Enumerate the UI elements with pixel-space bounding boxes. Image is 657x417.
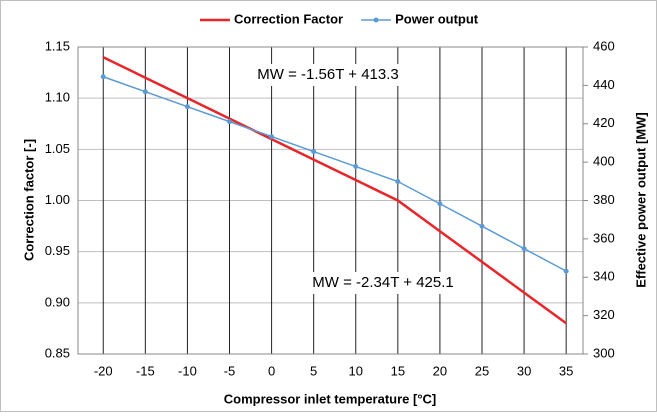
x-tick-label: 30 — [517, 363, 531, 378]
y2-tick-label: 440 — [593, 77, 615, 92]
y-tick-label: 1.10 — [45, 90, 70, 105]
legend-label: Correction Factor — [234, 11, 343, 26]
y-tick-label: 1.05 — [45, 141, 70, 156]
y-axis-label: Correction factor [-] — [21, 139, 36, 261]
x-tick-label: -20 — [94, 363, 113, 378]
x-tick-label: 35 — [559, 363, 573, 378]
legend-marker — [373, 17, 379, 23]
x-tick-label: 10 — [349, 363, 363, 378]
y2-tick-label: 400 — [593, 154, 615, 169]
legend-label: Power output — [395, 11, 479, 26]
x-tick-label: 20 — [433, 363, 447, 378]
annotation: MW = -1.56T + 413.3 — [257, 66, 398, 83]
data-point — [227, 119, 232, 125]
plot-border — [77, 46, 584, 355]
y-tick-label: 1.15 — [45, 38, 70, 53]
annotation: MW = -2.34T + 425.1 — [312, 274, 453, 291]
data-point — [184, 104, 190, 110]
y-tick-label: 0.90 — [45, 294, 70, 309]
data-point — [521, 246, 527, 252]
x-tick-label: 5 — [310, 363, 317, 378]
data-point — [142, 89, 148, 95]
data-point — [395, 179, 401, 185]
x-tick-label: -10 — [178, 363, 197, 378]
y-tick-label: 1.00 — [45, 192, 70, 207]
y2-tick-label: 460 — [593, 38, 615, 53]
x-tick-label: -15 — [136, 363, 155, 378]
x-tick-label: -5 — [224, 363, 236, 378]
series-line — [102, 56, 567, 325]
y2-tick-label: 340 — [593, 269, 615, 284]
y2-tick-label: 420 — [593, 115, 615, 130]
y-tick-label: 0.95 — [45, 243, 70, 258]
annotation-bg — [243, 64, 413, 86]
data-point — [100, 74, 106, 80]
data-point — [269, 134, 275, 140]
x-tick-label: 0 — [268, 363, 275, 378]
y2-tick-label: 300 — [593, 345, 615, 360]
series-line — [102, 76, 567, 272]
data-point — [479, 223, 485, 229]
y2-tick-label: 360 — [593, 230, 615, 245]
data-point — [311, 149, 317, 155]
data-point — [563, 268, 569, 274]
y2-axis-label: Effective power output [MW] — [633, 112, 648, 288]
y-tick-label: 0.85 — [45, 345, 70, 360]
annotation-bg — [298, 272, 468, 294]
x-tick-label: 15 — [391, 363, 405, 378]
y2-tick-label: 320 — [593, 307, 615, 322]
data-point — [353, 164, 359, 170]
x-tick-label: 25 — [475, 363, 489, 378]
data-point — [437, 201, 443, 207]
x-axis-label: Compressor inlet temperature [°C] — [224, 391, 437, 406]
y2-tick-label: 380 — [593, 192, 615, 207]
